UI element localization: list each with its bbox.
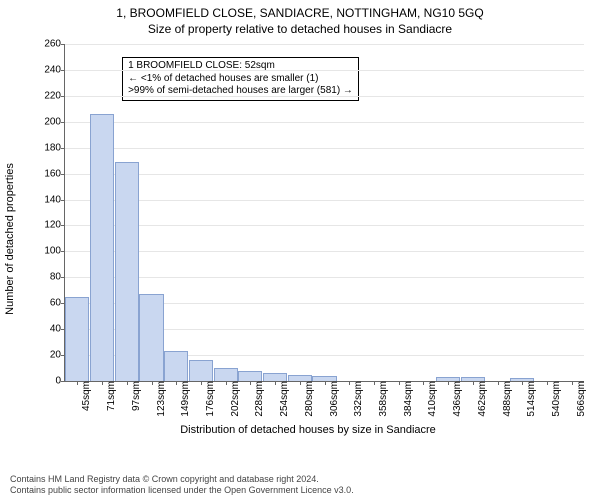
gridline: [65, 225, 584, 226]
x-axis-label: Distribution of detached houses by size …: [180, 424, 436, 436]
x-tick-label: 384sqm: [399, 381, 414, 417]
histogram-bar: [164, 351, 188, 381]
plot-area: 1 BROOMFIELD CLOSE: 52sqm← <1% of detach…: [64, 44, 584, 382]
gridline: [65, 251, 584, 252]
gridline: [65, 148, 584, 149]
histogram-bar: [90, 114, 114, 381]
y-tick-label: 20: [50, 350, 65, 361]
y-tick-label: 140: [44, 194, 65, 205]
page-title: 1, BROOMFIELD CLOSE, SANDIACRE, NOTTINGH…: [0, 0, 600, 20]
y-tick-label: 120: [44, 220, 65, 231]
y-tick-label: 160: [44, 168, 65, 179]
page-subtitle: Size of property relative to detached ho…: [0, 20, 600, 36]
y-axis-label: Number of detached properties: [4, 163, 16, 315]
x-tick-label: 280sqm: [300, 381, 315, 417]
y-tick-label: 60: [50, 298, 65, 309]
annotation-box: 1 BROOMFIELD CLOSE: 52sqm← <1% of detach…: [122, 57, 359, 101]
x-tick-label: 254sqm: [275, 381, 290, 417]
x-tick-label: 488sqm: [498, 381, 513, 417]
x-tick-label: 306sqm: [325, 381, 340, 417]
gridline: [65, 96, 584, 97]
x-tick-label: 358sqm: [374, 381, 389, 417]
y-tick-label: 80: [50, 272, 65, 283]
x-tick-label: 228sqm: [250, 381, 265, 417]
gridline: [65, 277, 584, 278]
y-tick-label: 200: [44, 116, 65, 127]
chart-container: Number of detached properties 1 BROOMFIE…: [28, 44, 588, 434]
x-tick-label: 410sqm: [423, 381, 438, 417]
histogram-bar: [238, 371, 262, 381]
x-tick-label: 123sqm: [152, 381, 167, 417]
gridline: [65, 174, 584, 175]
x-tick-label: 436sqm: [448, 381, 463, 417]
annotation-line: 1 BROOMFIELD CLOSE: 52sqm: [128, 60, 353, 73]
gridline: [65, 70, 584, 71]
x-tick-label: 566sqm: [572, 381, 587, 417]
y-tick-label: 220: [44, 90, 65, 101]
x-tick-label: 540sqm: [547, 381, 562, 417]
histogram-bar: [189, 360, 213, 381]
gridline: [65, 200, 584, 201]
histogram-bar: [115, 162, 139, 381]
y-tick-label: 240: [44, 64, 65, 75]
y-tick-label: 260: [44, 39, 65, 50]
x-tick-label: 462sqm: [473, 381, 488, 417]
x-tick-label: 202sqm: [226, 381, 241, 417]
x-tick-label: 71sqm: [102, 381, 117, 411]
y-tick-label: 100: [44, 246, 65, 257]
x-tick-label: 176sqm: [201, 381, 216, 417]
histogram-bar: [214, 368, 238, 381]
annotation-line: ← <1% of detached houses are smaller (1): [128, 73, 353, 86]
footer-line-1: Contains HM Land Registry data © Crown c…: [10, 474, 354, 485]
y-tick-label: 0: [55, 376, 65, 387]
y-tick-label: 40: [50, 324, 65, 335]
x-tick-label: 97sqm: [127, 381, 142, 411]
histogram-bar: [139, 294, 163, 381]
footer-attribution: Contains HM Land Registry data © Crown c…: [10, 474, 354, 497]
gridline: [65, 44, 584, 45]
x-tick-label: 332sqm: [349, 381, 364, 417]
x-tick-label: 149sqm: [176, 381, 191, 417]
x-tick-label: 45sqm: [77, 381, 92, 411]
footer-line-2: Contains public sector information licen…: [10, 485, 354, 496]
histogram-bar: [263, 373, 287, 381]
y-tick-label: 180: [44, 142, 65, 153]
gridline: [65, 122, 584, 123]
histogram-bar: [65, 297, 89, 381]
x-tick-label: 514sqm: [522, 381, 537, 417]
